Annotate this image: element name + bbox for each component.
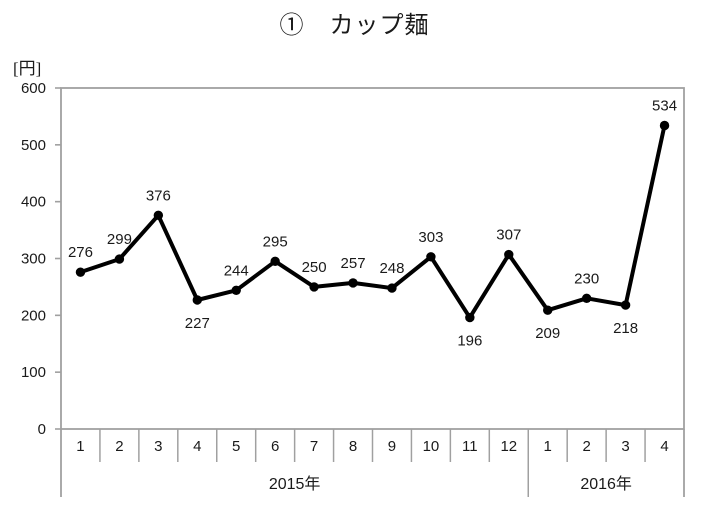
month-label: 2 (115, 438, 123, 455)
month-label: 6 (271, 438, 279, 455)
y-tick-label: 0 (38, 421, 46, 438)
plot-border (60, 87, 685, 430)
data-line (78, 123, 667, 320)
data-point (543, 305, 553, 315)
month-label: 4 (660, 438, 668, 455)
data-point (153, 210, 164, 221)
y-tick-label: 500 (21, 137, 46, 154)
month-label: 3 (154, 438, 162, 455)
data-label: 299 (107, 231, 132, 248)
data-label: 230 (574, 270, 599, 287)
data-point (426, 252, 436, 262)
data-label: 257 (341, 255, 366, 272)
chart-title: ① カップ麺 (279, 13, 430, 39)
data-point (231, 285, 241, 296)
y-tick-label: 300 (21, 251, 46, 268)
data-label: 534 (652, 98, 677, 115)
month-label: 2 (582, 438, 590, 455)
month-label: 7 (310, 438, 318, 455)
data-point (387, 283, 397, 293)
data-point (192, 295, 202, 305)
month-label: 1 (544, 438, 552, 455)
data-label: 376 (146, 187, 171, 204)
data-label: 276 (68, 244, 93, 261)
month-label: 9 (388, 438, 396, 455)
month-label: 8 (349, 438, 357, 455)
data-point (659, 120, 670, 131)
data-point (348, 278, 358, 288)
year-label: 2015年 (269, 475, 321, 493)
data-label: 250 (302, 259, 327, 276)
y-tick-label: 600 (21, 80, 46, 97)
month-label: 10 (423, 438, 440, 455)
data-point (270, 256, 280, 267)
data-label: 209 (535, 325, 560, 342)
data-label: 295 (263, 233, 288, 250)
month-label: 3 (621, 438, 629, 455)
data-label: 307 (496, 227, 521, 244)
month-label: 11 (462, 438, 478, 455)
year-label: 2016年 (580, 475, 632, 493)
y-tick-label: 200 (21, 307, 46, 324)
data-label: 244 (224, 262, 249, 279)
y-axis-unit-label: [円] (13, 59, 42, 78)
y-tick-label: 400 (21, 194, 46, 211)
data-point (465, 312, 475, 323)
data-label: 196 (457, 333, 482, 350)
month-label: 5 (232, 438, 240, 455)
data-point (309, 282, 319, 292)
month-label: 1 (76, 438, 84, 455)
data-label: 227 (185, 315, 210, 332)
data-label: 218 (613, 320, 638, 337)
data-label: 248 (379, 260, 404, 277)
month-label: 12 (500, 438, 517, 455)
data-point (114, 254, 125, 264)
data-point (504, 249, 514, 260)
y-tick-label: 100 (21, 364, 46, 381)
data-label: 303 (418, 229, 443, 246)
data-point (75, 267, 86, 277)
month-label: 4 (193, 438, 201, 455)
data-point (620, 300, 631, 310)
data-point (581, 293, 592, 303)
